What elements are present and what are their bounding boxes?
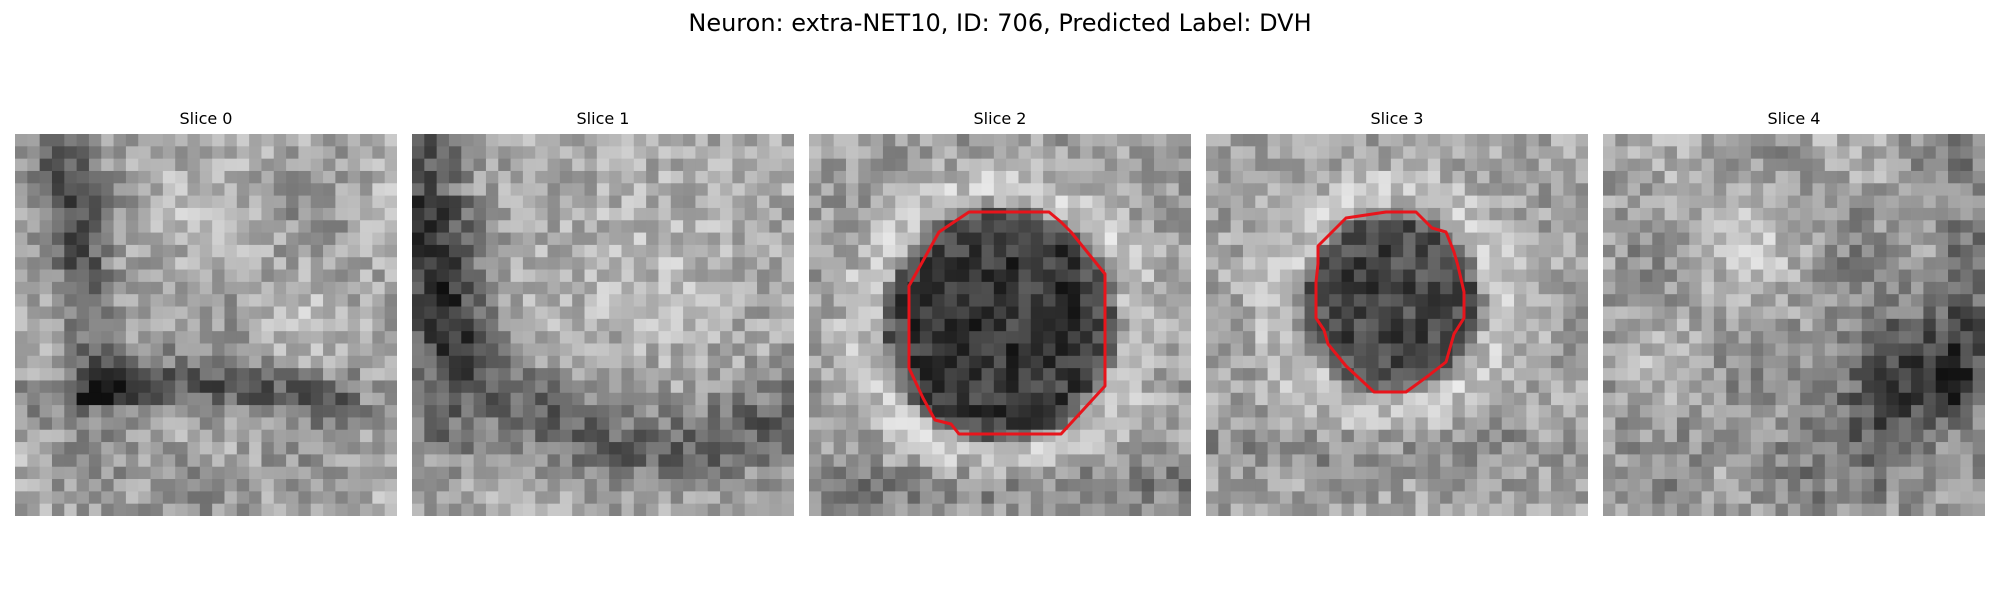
- slice-panel-4: Slice 4: [1603, 108, 1985, 518]
- slice-panel-3: Slice 3: [1206, 108, 1588, 518]
- slice-panel-0: Slice 0: [15, 108, 397, 518]
- slice-image-1: [412, 134, 794, 516]
- slice-image-0: [15, 134, 397, 516]
- slice-title-4: Slice 4: [1767, 109, 1821, 128]
- cell-contour-3: [1314, 210, 1466, 394]
- slice-panel-2: Slice 2: [809, 108, 1191, 518]
- cell-contour-2: [907, 210, 1107, 436]
- slice-image-4: [1603, 134, 1985, 516]
- figure-title: Neuron: extra-NET10, ID: 706, Predicted …: [688, 9, 1312, 37]
- slice-title-3: Slice 3: [1370, 109, 1424, 128]
- slice-title-1: Slice 1: [576, 109, 630, 128]
- slice-title-2: Slice 2: [973, 109, 1027, 128]
- slice-title-0: Slice 0: [179, 109, 233, 128]
- slice-image-2: [809, 134, 1191, 516]
- slice-panel-1: Slice 1: [412, 108, 794, 518]
- slice-image-3: [1206, 134, 1588, 516]
